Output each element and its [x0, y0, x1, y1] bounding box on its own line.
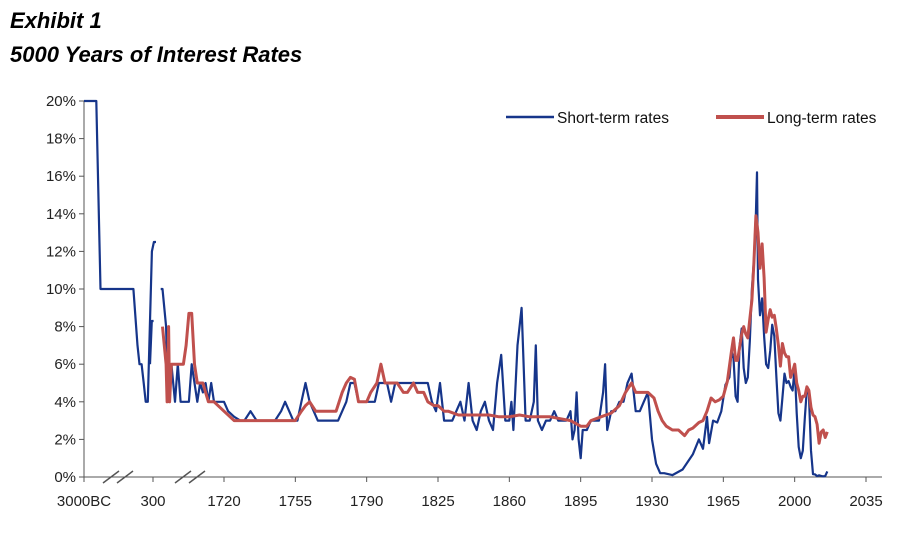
x-tick-label: 2035 — [849, 493, 882, 510]
y-tick-label: 18% — [46, 131, 76, 148]
x-tick-label: 1755 — [279, 493, 312, 510]
y-tick-label: 16% — [46, 168, 76, 185]
axis-break-mark — [102, 470, 120, 484]
x-tick-label: 1825 — [421, 493, 454, 510]
legend-label: Short-term rates — [557, 110, 669, 127]
x-tick-label: 1895 — [564, 493, 597, 510]
x-tick-label: 3000BC — [57, 493, 111, 510]
x-tick-label: 1860 — [493, 493, 526, 510]
x-axis: 3000BC 300 1720 1755 1790 1825 1860 1895 1930 196… — [57, 470, 883, 510]
series-line-short-term — [83, 99, 156, 403]
x-tick-label: 1790 — [350, 493, 383, 510]
x-tick-label: 1965 — [707, 493, 740, 510]
legend-label: Long-term rates — [767, 110, 877, 127]
x-tick-label: 2000 — [778, 493, 811, 510]
chart-title: 5000 Years of Interest Rates — [10, 42, 303, 67]
x-tick-label: 1930 — [635, 493, 668, 510]
series-line-short-term — [160, 171, 829, 478]
legend: Short-term rates Long-term rates — [506, 110, 877, 127]
y-tick-label: 2% — [54, 431, 76, 448]
series-line-long-term — [161, 214, 829, 445]
y-tick-label: 6% — [54, 356, 76, 373]
series-layer — [83, 99, 829, 478]
axis-break-mark — [174, 470, 192, 484]
y-tick-label: 12% — [46, 243, 76, 260]
x-tick-label: 1720 — [207, 493, 240, 510]
exhibit-heading: Exhibit 1 5000 Years of Interest Rates — [10, 4, 302, 72]
axis-break-mark — [188, 470, 206, 484]
exhibit-number: Exhibit 1 — [10, 8, 102, 33]
series-line-short-term — [148, 319, 154, 365]
y-tick-label: 4% — [54, 394, 76, 411]
x-tick-label: 300 — [140, 493, 165, 510]
y-tick-label: 8% — [54, 319, 76, 336]
y-tick-label: 20% — [46, 93, 76, 110]
y-tick-label: 14% — [46, 206, 76, 223]
axis-break-mark — [116, 470, 134, 484]
y-tick-label: 10% — [46, 281, 76, 298]
y-axis: 0% 2% 4% 6% 8% 10% 12% 14% 16% 18% 20% — [46, 93, 85, 486]
y-tick-label: 0% — [54, 469, 76, 486]
